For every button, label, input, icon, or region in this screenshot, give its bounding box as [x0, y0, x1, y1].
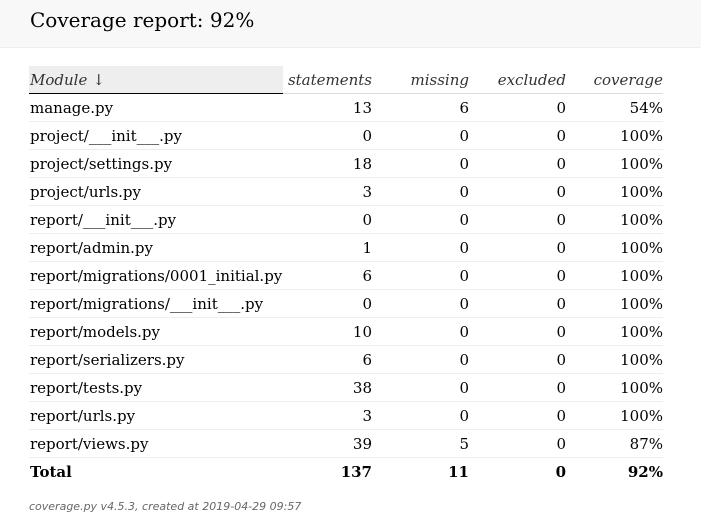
missing-cell: 0	[372, 177, 469, 206]
table-row: project/urls.py 3 0 0 100%	[29, 177, 663, 206]
excluded-cell: 0	[469, 177, 566, 206]
module-link[interactable]: project/___init___.py	[29, 121, 283, 150]
coverage-table: Module ↓ statements missing excluded cove…	[29, 66, 663, 486]
table-row: report/___init___.py 0 0 0 100%	[29, 205, 663, 234]
missing-cell: 0	[372, 317, 469, 346]
excluded-cell: 0	[469, 261, 566, 290]
module-link[interactable]: project/urls.py	[29, 177, 283, 206]
excluded-cell: 0	[469, 149, 566, 178]
excluded-cell: 0	[469, 317, 566, 346]
total-missing: 11	[448, 463, 469, 481]
coverage-cell: 100%	[566, 149, 663, 178]
table-row: report/models.py 10 0 0 100%	[29, 317, 663, 346]
page-header: Coverage report: 92%	[0, 0, 701, 48]
coverage-cell: 54%	[566, 93, 663, 122]
statements-cell: 6	[283, 345, 372, 374]
coverage-cell: 100%	[566, 261, 663, 290]
module-link[interactable]: report/migrations/0001_initial.py	[29, 261, 283, 290]
coverage-cell: 100%	[566, 205, 663, 234]
column-header-excluded[interactable]: excluded	[469, 66, 566, 94]
total-row: Total 137 11 0 92%	[29, 458, 663, 487]
statements-cell: 39	[283, 429, 372, 458]
module-link[interactable]: manage.py	[29, 93, 283, 122]
table-row: manage.py 13 6 0 54%	[29, 93, 663, 122]
coverage-cell: 100%	[566, 121, 663, 150]
table-row: project/___init___.py 0 0 0 100%	[29, 121, 663, 150]
excluded-cell: 0	[469, 373, 566, 402]
column-header-missing[interactable]: missing	[372, 66, 469, 94]
total-statements: 137	[340, 463, 372, 481]
module-link[interactable]: project/settings.py	[29, 149, 283, 178]
module-link[interactable]: report/urls.py	[29, 401, 283, 430]
table-row: report/migrations/0001_initial.py 6 0 0 …	[29, 261, 663, 290]
statements-cell: 18	[283, 149, 372, 178]
statements-cell: 13	[283, 93, 372, 122]
missing-cell: 6	[372, 93, 469, 122]
statements-cell: 3	[283, 401, 372, 430]
total-coverage: 92%	[627, 463, 663, 481]
module-link[interactable]: report/views.py	[29, 429, 283, 458]
missing-cell: 0	[372, 401, 469, 430]
column-header-module-label: Module	[30, 70, 88, 89]
coverage-cell: 100%	[566, 345, 663, 374]
page-title: Coverage report: 92%	[30, 8, 255, 32]
table-row: report/tests.py 38 0 0 100%	[29, 373, 663, 402]
statements-cell: 6	[283, 261, 372, 290]
column-header-module[interactable]: Module ↓	[29, 66, 283, 94]
column-header-coverage[interactable]: coverage	[566, 66, 663, 94]
statements-cell: 10	[283, 317, 372, 346]
missing-cell: 0	[372, 149, 469, 178]
module-link[interactable]: report/tests.py	[29, 373, 283, 402]
module-link[interactable]: report/models.py	[29, 317, 283, 346]
excluded-cell: 0	[469, 401, 566, 430]
table-row: report/urls.py 3 0 0 100%	[29, 401, 663, 430]
table-row: report/migrations/___init___.py 0 0 0 10…	[29, 289, 663, 318]
column-header-statements[interactable]: statements	[283, 66, 372, 94]
excluded-cell: 0	[469, 233, 566, 262]
module-link[interactable]: report/serializers.py	[29, 345, 283, 374]
coverage-cell: 100%	[566, 177, 663, 206]
excluded-cell: 0	[469, 289, 566, 318]
coverage-cell: 100%	[566, 233, 663, 262]
footer: coverage.py v4.5.3, created at 2019-04-2…	[29, 500, 301, 513]
missing-cell: 0	[372, 261, 469, 290]
missing-cell: 0	[372, 289, 469, 318]
excluded-cell: 0	[469, 205, 566, 234]
excluded-cell: 0	[469, 121, 566, 150]
table-row: report/serializers.py 6 0 0 100%	[29, 345, 663, 374]
missing-cell: 0	[372, 345, 469, 374]
coverage-index: Module ↓ statements missing excluded cove…	[29, 66, 663, 486]
excluded-cell: 0	[469, 93, 566, 122]
coverage-cell: 87%	[566, 429, 663, 458]
table-header-row: Module ↓ statements missing excluded cove…	[29, 66, 663, 94]
missing-cell: 0	[372, 121, 469, 150]
missing-cell: 0	[372, 205, 469, 234]
total-excluded: 0	[555, 463, 566, 481]
coverage-cell: 100%	[566, 289, 663, 318]
coverage-cell: 100%	[566, 317, 663, 346]
module-link[interactable]: report/admin.py	[29, 233, 283, 262]
excluded-cell: 0	[469, 429, 566, 458]
sort-descending-icon: ↓	[92, 70, 105, 89]
statements-cell: 1	[283, 233, 372, 262]
missing-cell: 0	[372, 373, 469, 402]
coverage-cell: 100%	[566, 373, 663, 402]
table-row: report/admin.py 1 0 0 100%	[29, 233, 663, 262]
module-link[interactable]: report/___init___.py	[29, 205, 283, 234]
statements-cell: 38	[283, 373, 372, 402]
excluded-cell: 0	[469, 345, 566, 374]
statements-cell: 0	[283, 121, 372, 150]
table-row: project/settings.py 18 0 0 100%	[29, 149, 663, 178]
module-link[interactable]: report/migrations/___init___.py	[29, 289, 283, 318]
statements-cell: 0	[283, 205, 372, 234]
statements-cell: 3	[283, 177, 372, 206]
footer-text: coverage.py v4.5.3, created at 2019-04-2…	[29, 500, 302, 513]
statements-cell: 0	[283, 289, 372, 318]
table-row: report/views.py 39 5 0 87%	[29, 429, 663, 458]
coverage-cell: 100%	[566, 401, 663, 430]
missing-cell: 5	[372, 429, 469, 458]
total-label: Total	[30, 463, 72, 481]
missing-cell: 0	[372, 233, 469, 262]
